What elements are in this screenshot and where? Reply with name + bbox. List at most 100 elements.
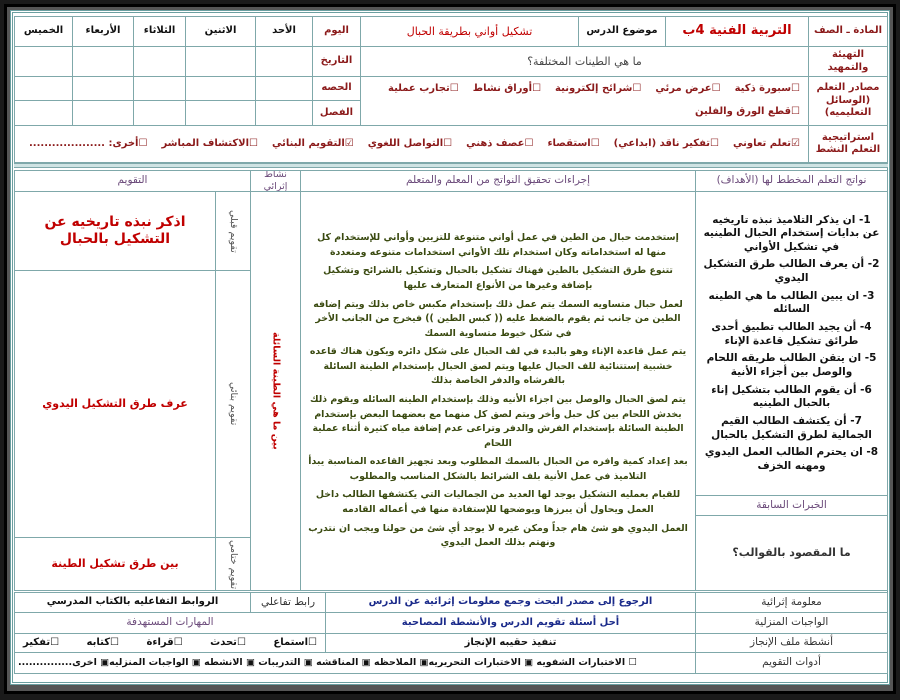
checkbox-icon[interactable]: ☐	[50, 636, 60, 648]
skills-options: ☐استماع ☐تحدث ☐قراءة ☐كتابه ☐تفكير	[14, 633, 326, 653]
resource-option[interactable]: ☐قطع الورق والفلين	[695, 106, 800, 119]
day-cell[interactable]	[72, 100, 134, 126]
skill-option[interactable]: ☐استماع	[273, 637, 317, 650]
checkbox-icon[interactable]: ☐	[524, 137, 534, 149]
day-cell[interactable]	[72, 46, 134, 77]
procedure-item: إستخدمت حبال من الطين في عمل أواني متنوع…	[317, 232, 679, 258]
day-header: الاثنين	[185, 16, 256, 47]
day-cell[interactable]	[14, 46, 73, 77]
strategy-label: استقصاء	[547, 137, 591, 149]
resources-label: مصادر التعلم (الوسائل التعليميه)	[808, 76, 888, 126]
skill-label: كتابه	[86, 636, 111, 648]
eval-label-pre: تقويم قبلي	[215, 191, 251, 271]
strategy-option[interactable]: ☐استقصاء	[547, 138, 599, 151]
checkbox-icon[interactable]: ☐	[110, 636, 119, 648]
day-cell[interactable]	[185, 76, 256, 101]
eval-value-pre: اذكر نبذه تاريخيه عن التشكيل بالحبال	[14, 191, 216, 271]
link-value[interactable]: الروابط التفاعليه بالكتاب المدرسي	[14, 592, 251, 613]
resource-option[interactable]: ☐تجارب عملية	[388, 83, 459, 96]
subject-value: التربية الفنية 4ب	[665, 16, 809, 47]
skills-label: المهارات المستهدفة	[14, 612, 326, 634]
resource-option[interactable]: ☐عرض مرئي	[655, 83, 720, 96]
objective-item: 4- أن يجيد الطالب تطبيق أحدى طرائق تشكيل…	[711, 321, 872, 347]
objectives-list: 1- ان يذكر التلاميذ نبذه تاريخيه عن بداي…	[695, 191, 888, 496]
resource-label: قطع الورق والفلين	[695, 106, 792, 118]
enrichment-value: بين ما هي الطينة السائلة	[250, 191, 301, 591]
checkbox-icon[interactable]: ☐	[249, 137, 258, 149]
day-cell[interactable]	[185, 100, 256, 126]
skill-label: تحدث	[210, 636, 237, 648]
objective-item: 5- ان يتقن الطالب طريقه اللحام والوصل بي…	[706, 352, 877, 378]
checkbox-icon[interactable]: ☐	[236, 636, 246, 648]
day-cell[interactable]	[14, 100, 73, 126]
eval-value-formative: عرف طرق التشكيل اليدوي	[14, 270, 216, 538]
checkbox-icon[interactable]: ☐	[791, 83, 800, 95]
enrich-info-label: معلومة إثرائية	[695, 592, 888, 613]
strategy-label: تعلم تعاوني	[732, 137, 792, 149]
procedure-item: يتم عمل قاعدة الإناء وهو بالبدء في لف ال…	[309, 346, 687, 387]
date-label: التاريخ	[312, 46, 361, 77]
day-cell[interactable]	[133, 76, 186, 101]
strategy-option[interactable]: ☐عصف ذهني	[466, 138, 533, 151]
strategy-options: ☑تعلم تعاوني ☐تفكير ناقد (ابداعي) ☐استقصاء…	[14, 125, 809, 163]
topic-value: تشكيل أواني بطريقة الحبال	[360, 16, 579, 47]
checkbox-icon[interactable]: ☐	[711, 83, 721, 95]
checkbox-icon[interactable]: ☐	[532, 83, 542, 95]
checkbox-icon[interactable]: ☐	[590, 137, 600, 149]
objective-item: 2- أن يعرف الطالب طرق التشكيل اليدوي	[703, 258, 880, 285]
checkbox-icon[interactable]: ☐	[710, 137, 719, 149]
checkbox-icon[interactable]: ☐	[308, 636, 317, 648]
resource-label: عرض مرئي	[655, 83, 712, 95]
eval-label-final: تقويم ختامي	[215, 537, 251, 591]
skill-option[interactable]: ☐كتابه	[87, 637, 119, 650]
objective-item: 1- ان يذكر التلاميذ نبذه تاريخيه عن بداي…	[703, 213, 880, 253]
strategy-option[interactable]: ☐التواصل اللغوي	[368, 138, 452, 151]
procedures-list: إستخدمت حبال من الطين في عمل أواني متنوع…	[300, 191, 696, 591]
strategy-label: أخرى: ....................	[29, 137, 139, 149]
eval-label-formative-text: تقويم بنائي	[227, 382, 239, 426]
checkbox-icon[interactable]: ☐	[173, 636, 183, 648]
checkbox-checked-icon[interactable]: ☑	[344, 137, 354, 149]
strategy-option[interactable]: ☐الاكتشاف المباشر	[161, 138, 258, 151]
objective-item: 8- ان يحترم الطالب العمل اليدوي ومهنه ال…	[704, 446, 879, 472]
resource-label: سبورة ذكية	[734, 83, 792, 95]
checkbox-icon[interactable]: ☐	[138, 137, 148, 149]
resources-options: ☐سبورة ذكية ☐عرض مرئي ☐شرائح إلكترونية ☐أور…	[360, 76, 809, 126]
strategy-option[interactable]: ☑التقويم البنائي	[272, 138, 354, 151]
skill-option[interactable]: ☐تحدث	[210, 637, 246, 650]
procedure-item: العمل اليدوي هو شئ هام جداً ومكن غيره لا…	[308, 522, 688, 549]
eval-label-final-text: تقويم ختامي	[227, 539, 239, 589]
resource-label: شرائح إلكترونية	[555, 83, 633, 95]
period-label: الحصه	[312, 76, 361, 101]
day-cell[interactable]	[185, 46, 256, 77]
objective-item: 3- ان يبين الطالب ما هي الطينه السائله	[708, 289, 875, 316]
strategy-option[interactable]: ☐أخرى: ....................	[29, 138, 147, 151]
enrichment-text: بين ما هي الطينة السائلة	[270, 332, 282, 450]
checkbox-icon[interactable]: ☐	[443, 137, 453, 149]
procedures-header: إجراءات تحقيق النواتج من المعلم والمتعلم	[300, 170, 696, 192]
day-cell[interactable]	[255, 100, 313, 126]
checkbox-checked-icon[interactable]: ☑	[791, 137, 800, 149]
day-header: الثلاثاء	[133, 16, 186, 47]
resource-option[interactable]: ☐شرائح إلكترونية	[555, 83, 641, 96]
eval-label-pre-text: تقويم قبلي	[227, 209, 239, 253]
skill-option[interactable]: ☐قراءة	[146, 637, 182, 650]
resource-option[interactable]: ☐سبورة ذكية	[735, 83, 800, 96]
day-cell[interactable]	[255, 76, 313, 101]
resource-label: تجارب عملية	[388, 83, 450, 95]
checkbox-icon[interactable]: ☐	[791, 106, 800, 118]
resource-option[interactable]: ☐أوراق نشاط	[473, 83, 541, 96]
day-cell[interactable]	[133, 100, 186, 126]
day-cell[interactable]	[72, 76, 134, 101]
checkbox-icon[interactable]: ☐	[449, 83, 459, 95]
strategy-option[interactable]: ☐تفكير ناقد (ابداعي)	[614, 138, 719, 151]
day-cell[interactable]	[255, 46, 313, 77]
day-cell[interactable]	[133, 46, 186, 77]
strategy-option[interactable]: ☑تعلم تعاوني	[733, 138, 800, 151]
evaluation-header: التقويم	[14, 170, 251, 192]
class-label: الفصل	[312, 100, 361, 126]
checkbox-icon[interactable]: ☐	[632, 83, 642, 95]
day-cell[interactable]	[14, 76, 73, 101]
skill-option[interactable]: ☐تفكير	[23, 637, 59, 650]
day-label: اليوم	[312, 16, 361, 47]
